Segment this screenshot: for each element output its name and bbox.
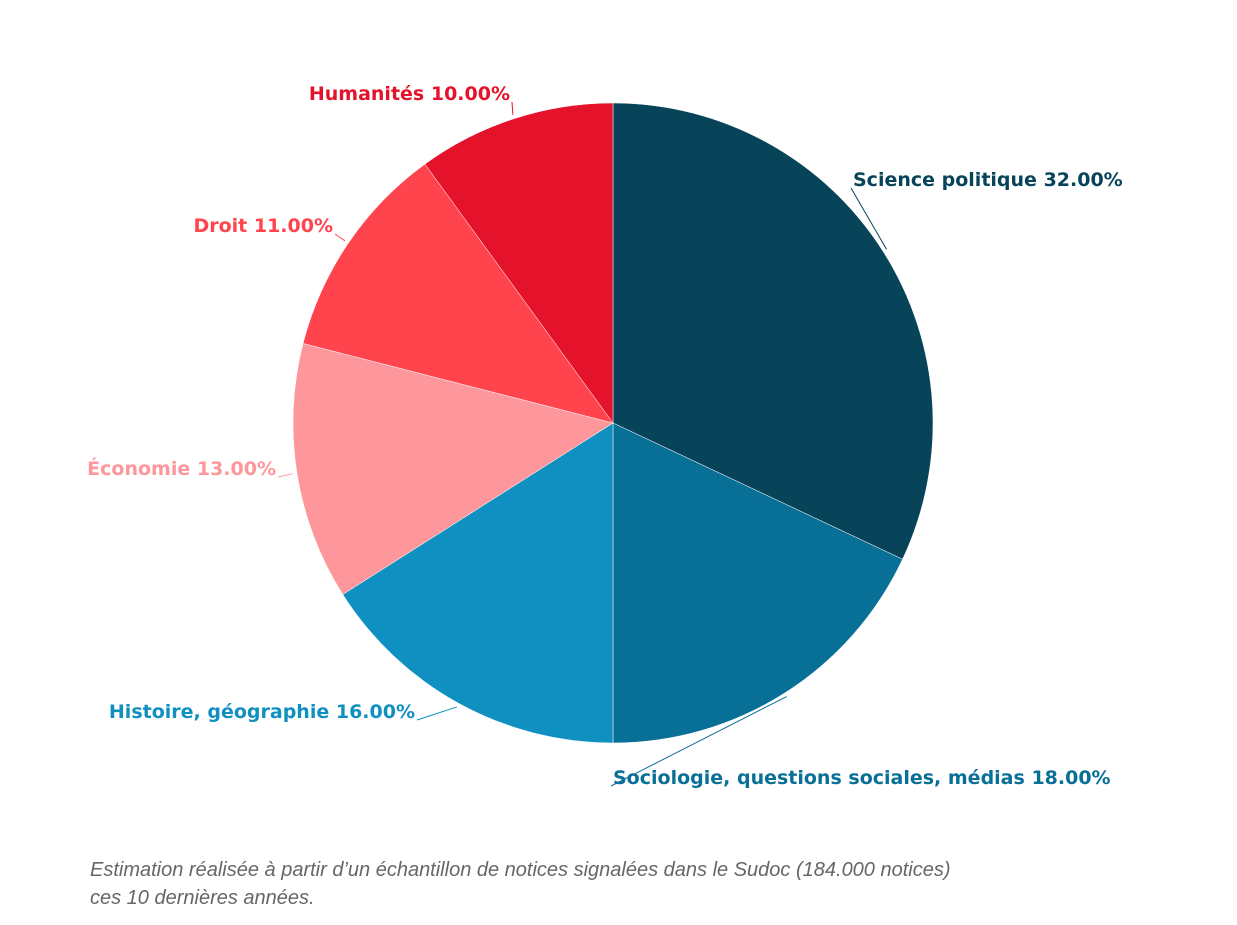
slice-value: 16.00% bbox=[336, 701, 415, 723]
slice-label: Droit 11.00% bbox=[193, 215, 333, 237]
slice-label: Humanités 10.00% bbox=[309, 83, 510, 105]
caption: ces 10 dernières années. bbox=[90, 887, 315, 909]
leader-line bbox=[610, 696, 787, 787]
leader-line bbox=[277, 473, 294, 478]
slice-category: Sociologie, questions sociales, médias bbox=[613, 767, 1025, 789]
slice-value: 10.00% bbox=[431, 83, 510, 105]
slice-value: 18.00% bbox=[1031, 767, 1110, 789]
pie-slice bbox=[612, 102, 934, 560]
slice-value: 11.00% bbox=[254, 215, 333, 237]
leader-line bbox=[416, 706, 458, 721]
pie-slice bbox=[342, 422, 614, 744]
slice-label: Sociologie, questions sociales, médias 1… bbox=[613, 767, 1111, 789]
slice-category: Humanités bbox=[309, 83, 424, 105]
slice-category: Droit bbox=[193, 215, 247, 237]
leader-line bbox=[334, 233, 346, 242]
pie-slice bbox=[292, 343, 614, 595]
caption: Estimation réalisée à partir d’un échant… bbox=[90, 859, 951, 881]
slice-label: Économie 13.00% bbox=[87, 457, 276, 480]
slice-label: Histoire, géographie 16.00% bbox=[109, 701, 415, 723]
pie-slice bbox=[302, 163, 614, 424]
slice-category: Histoire, géographie bbox=[109, 701, 329, 723]
slice-value: 32.00% bbox=[1044, 169, 1123, 191]
pie-slice bbox=[612, 422, 903, 744]
slice-label: Science politique 32.00% bbox=[853, 169, 1123, 191]
leader-line bbox=[511, 101, 514, 115]
leader-line bbox=[850, 187, 887, 250]
slice-value: 13.00% bbox=[197, 458, 276, 480]
slice-category: Science politique bbox=[853, 169, 1037, 191]
pie-slice bbox=[424, 102, 614, 424]
slice-category: Économie bbox=[87, 457, 190, 480]
